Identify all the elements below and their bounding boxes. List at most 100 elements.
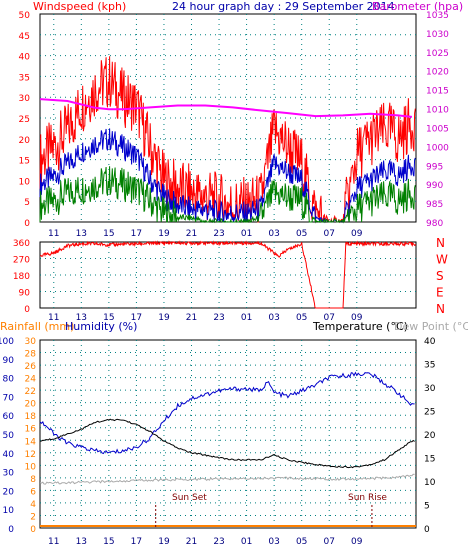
direction-xtick-label: 17	[131, 313, 142, 323]
wind-ytick-label: 15	[19, 157, 30, 167]
barometer-ytick-label: 995	[426, 162, 443, 172]
temp-xtick-label: 19	[158, 537, 170, 547]
wind-ytick-label: 50	[19, 11, 31, 21]
humidity-ytick-label: 0	[8, 525, 14, 535]
rain-ytick-label: 16	[25, 425, 37, 435]
rain-ytick-label: 14	[25, 437, 37, 447]
barometer-ytick-label: 1035	[426, 11, 449, 21]
barometer-ytick-label: 1020	[426, 68, 449, 78]
wind-xtick-label: 13	[76, 229, 87, 239]
rain-ytick-label: 2	[30, 512, 36, 522]
temp-xtick-label: 17	[131, 537, 142, 547]
barometer-ytick-label: 990	[426, 181, 443, 191]
rain-ytick-label: 4	[30, 500, 36, 510]
gust-series-line	[39, 56, 416, 224]
direction-xtick-label: 09	[351, 313, 363, 323]
dewpoint-label: Dew Point (°C)	[394, 320, 468, 333]
low-series-line	[39, 166, 416, 224]
temp-xtick-label: 23	[213, 537, 224, 547]
barometer-ytick-label: 1010	[426, 106, 449, 116]
temperature-label: Temperature (°C)	[312, 320, 408, 333]
humidity-ytick-label: 20	[3, 487, 15, 497]
dewpoint-series-line	[39, 473, 415, 485]
direction-xtick-label: 23	[213, 313, 224, 323]
humidity-ytick-label: 30	[3, 469, 15, 479]
wind-ytick-label: 0	[24, 219, 30, 229]
wind-xtick-label: 03	[268, 229, 279, 239]
rain-ytick-label: 30	[25, 337, 37, 347]
rain-ytick-label: 26	[25, 362, 37, 372]
barometer-ytick-label: 1015	[426, 87, 449, 97]
barometer-ytick-label: 985	[426, 200, 443, 210]
temperature-ytick-label: 0	[424, 525, 430, 535]
wind-xtick-label: 21	[186, 229, 197, 239]
temp-xtick-label: 09	[351, 537, 363, 547]
temp-xtick-label: 13	[76, 537, 87, 547]
temp-xtick-label: 01	[241, 537, 252, 547]
wind-ytick-label: 20	[19, 136, 31, 146]
rain-ytick-label: 0	[30, 525, 36, 535]
wind-ytick-label: 30	[19, 94, 31, 104]
wind-xtick-label: 01	[241, 229, 252, 239]
rain-ytick-label: 22	[25, 387, 36, 397]
temp-xtick-label: 15	[103, 537, 114, 547]
compass-label: N	[436, 236, 445, 250]
rain-ytick-label: 18	[25, 412, 37, 422]
temp-xtick-label: 05	[296, 537, 307, 547]
temp-xtick-label: 21	[186, 537, 197, 547]
compass-label: W	[436, 253, 448, 267]
wind-xtick-label: 09	[351, 229, 363, 239]
temperature-ytick-label: 40	[424, 337, 436, 347]
temperature-ytick-label: 20	[424, 431, 436, 441]
barometer-series-line	[39, 98, 413, 118]
direction-ytick-label: 360	[13, 239, 30, 249]
barometer-ytick-label: 1030	[426, 30, 449, 40]
direction-xtick-label: 15	[103, 313, 114, 323]
rainfall-label: Rainfall (mm)	[0, 320, 74, 333]
wind-xtick-label: 15	[103, 229, 114, 239]
barometer-ytick-label: 1000	[426, 143, 449, 153]
wind-ytick-label: 35	[19, 73, 30, 83]
humidity-ytick-label: 100	[0, 337, 14, 347]
windspeed-label: Windspeed (kph)	[33, 0, 126, 13]
compass-label: S	[436, 269, 444, 283]
average-series-line	[39, 128, 416, 224]
wind-ytick-label: 10	[19, 177, 31, 187]
humidity-ytick-label: 40	[3, 450, 15, 460]
temp-xtick-label: 03	[268, 537, 279, 547]
direction-xtick-label: 05	[296, 313, 307, 323]
humidity-ytick-label: 80	[3, 375, 15, 385]
rain-ytick-label: 6	[30, 487, 36, 497]
wind-ytick-label: 5	[24, 198, 30, 208]
temperature-ytick-label: 25	[424, 408, 435, 418]
direction-xtick-label: 03	[268, 313, 279, 323]
rain-ytick-label: 20	[25, 400, 37, 410]
wind-xtick-label: 07	[324, 229, 335, 239]
direction-xtick-label: 13	[76, 313, 87, 323]
compass-label: N	[436, 302, 445, 316]
rain-ytick-label: 10	[25, 462, 37, 472]
graph-title: 24 hour graph day : 29 September 2014	[172, 0, 395, 13]
temperature-ytick-label: 15	[424, 455, 435, 465]
barometer-ytick-label: 1025	[426, 49, 449, 59]
wind-xtick-label: 11	[48, 229, 59, 239]
direction-panel-frame	[39, 241, 417, 309]
barometer-label: Barometer (hpa)	[372, 0, 463, 13]
rain-ytick-label: 24	[25, 375, 37, 385]
humidity-series-line	[39, 371, 415, 455]
wind-ytick-label: 45	[19, 32, 30, 42]
humidity-ytick-label: 90	[3, 356, 15, 366]
wind-xtick-label: 23	[213, 229, 224, 239]
direction-ytick-label: 0	[24, 305, 30, 315]
barometer-ytick-label: 980	[426, 219, 443, 229]
rain-ytick-label: 8	[30, 475, 36, 485]
wind-xtick-label: 17	[131, 229, 142, 239]
temperature-series-line	[39, 418, 415, 469]
temperature-ytick-label: 10	[424, 478, 436, 488]
compass-label: E	[436, 286, 444, 300]
temp-xtick-label: 11	[48, 537, 59, 547]
temperature-ytick-label: 5	[424, 502, 430, 512]
series-layer	[39, 56, 417, 528]
